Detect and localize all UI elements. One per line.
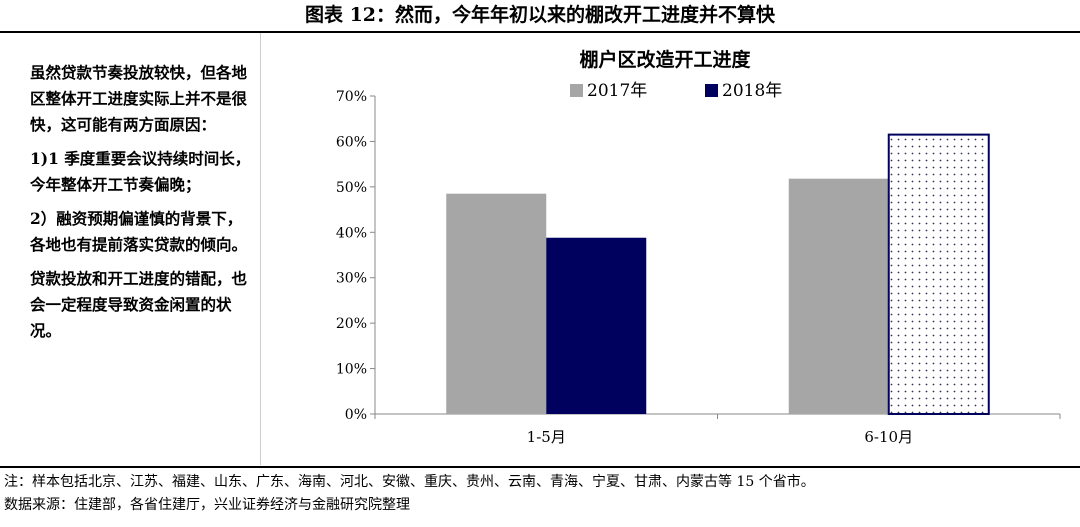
legend-swatch — [570, 84, 583, 97]
y-tick-label: 70% — [336, 89, 367, 105]
y-tick-label: 50% — [336, 180, 367, 196]
legend: 2017年 2018年 — [570, 81, 782, 101]
bottom-rule — [0, 466, 1080, 468]
bar-2018年-1-5月 — [546, 237, 647, 414]
legend-label: 2017年 — [587, 81, 647, 101]
axes: 0% 10% 20% 30% 40% 50% 60% 70% 1-5月 6-10月 — [336, 89, 1061, 446]
x-tick-label: 6-10月 — [864, 428, 913, 446]
y-tick-label: 30% — [336, 271, 367, 287]
x-tick-label: 1-5月 — [527, 428, 566, 446]
note-paragraph-2: 1)1 季度重要会议持续时间长，今年整体开工节奏偏晚； — [30, 149, 251, 194]
bar-2017年-6-10月 — [788, 178, 889, 414]
note-paragraph-3: 2）融资预期偏谨慎的背景下，各地也有提前落实贷款的倾向。 — [30, 209, 248, 254]
y-tick-label: 0% — [345, 407, 367, 423]
commentary-panel: 虽然贷款节奏投放较快，但各地区整体开工进度实际上并不是很快，这可能有两方面原因：… — [30, 60, 255, 352]
title-rule — [0, 31, 1080, 33]
y-tick-label: 20% — [336, 316, 367, 332]
y-tick-label: 40% — [336, 225, 367, 241]
bar-2018年-6-10月 — [887, 133, 990, 415]
legend-swatch — [705, 84, 718, 97]
y-tick-label: 10% — [336, 362, 367, 378]
bars — [446, 133, 990, 415]
note-paragraph-1: 虽然贷款节奏投放较快，但各地区整体开工进度实际上并不是很快，这可能有两方面原因： — [30, 63, 248, 134]
data-source: 数据来源：住建部，各省住建厅，兴业证券经济与金融研究院整理 — [4, 497, 410, 513]
column-divider — [260, 33, 261, 465]
bar-chart: 棚户区改造开工进度 2017年 2018年 0% 10% 20% 30% 40% 50% 60… — [336, 48, 1061, 446]
bar-2017年-1-5月 — [446, 193, 547, 414]
y-tick-label: 60% — [336, 134, 367, 150]
legend-label: 2018年 — [722, 81, 782, 101]
footnote: 注：样本包括北京、江苏、福建、山东、广东、海南、河北、安徽、重庆、贵州、云南、青… — [4, 474, 815, 490]
chart-title: 棚户区改造开工进度 — [579, 48, 751, 71]
figure-title: 图表 12：然而，今年年初以来的棚改开工进度并不算快 — [304, 4, 776, 26]
note-paragraph-4: 贷款投放和开工进度的错配，也会一定程度导致资金闲置的状况。 — [30, 269, 248, 340]
